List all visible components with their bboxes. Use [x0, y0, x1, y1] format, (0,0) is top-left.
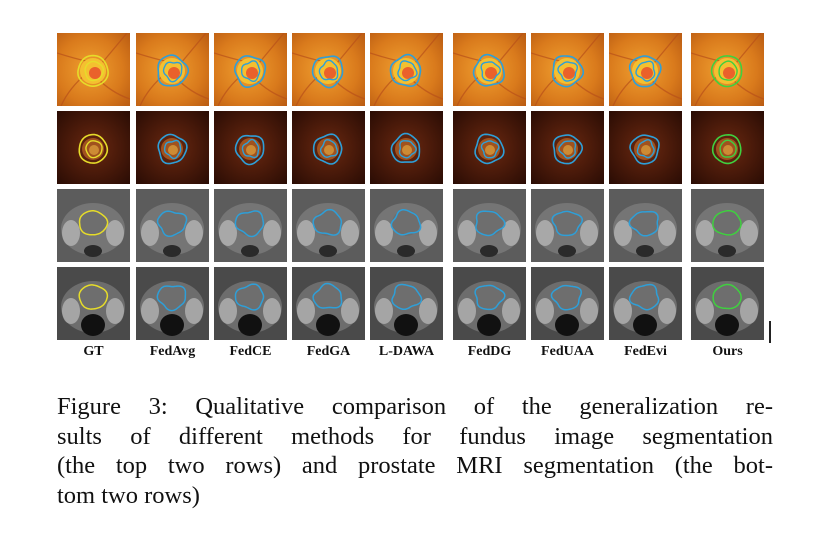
result-image: [370, 267, 443, 340]
result-image: [136, 189, 209, 262]
result-image: [292, 33, 365, 106]
column-label: FedAvg: [149, 344, 196, 359]
result-image: [691, 111, 764, 184]
result-image: [292, 189, 365, 262]
caption-line-3: (the top two rows) and prostate MRI segm…: [57, 452, 773, 479]
result-image: [453, 189, 526, 262]
result-image: [370, 33, 443, 106]
result-image: [453, 267, 526, 340]
result-image: [691, 189, 764, 262]
result-image: [370, 189, 443, 262]
figure-caption: Figure 3: Qualitative comparison of the …: [57, 392, 773, 510]
result-image: [453, 111, 526, 184]
column-label: L-DAWA: [378, 344, 435, 359]
result-image: [370, 111, 443, 184]
result-image: [609, 267, 682, 340]
result-image: [531, 111, 604, 184]
result-image: [609, 189, 682, 262]
result-image: [136, 33, 209, 106]
result-image: [292, 111, 365, 184]
caption-line-4: tom two rows): [57, 481, 200, 509]
result-image: [214, 189, 287, 262]
column-label: FedUAA: [541, 344, 594, 359]
result-image: [57, 111, 130, 184]
figure-panel: GT FedAvg FedCE FedGA L-DAWA FedDG FedUAA FedEv…: [57, 31, 773, 361]
result-image: [57, 267, 130, 340]
caption-line-1: Figure 3: Qualitative comparison of the …: [57, 393, 773, 420]
result-image: [292, 267, 365, 340]
column-label: FedGA: [306, 344, 351, 359]
column-label: FedEvi: [624, 344, 667, 359]
column-label: FedCE: [229, 344, 272, 359]
result-image: [609, 111, 682, 184]
column-label: Ours: [712, 344, 743, 359]
result-image: [691, 267, 764, 340]
result-image: [214, 33, 287, 106]
result-image: [136, 267, 209, 340]
result-image: [214, 111, 287, 184]
result-image: [531, 189, 604, 262]
result-image: [136, 111, 209, 184]
result-image: [57, 189, 130, 262]
result-image: [214, 267, 287, 340]
column-label: FedDG: [467, 344, 512, 359]
result-image: [609, 33, 682, 106]
result-image: [531, 267, 604, 340]
column-divider-mark: [769, 321, 771, 343]
caption-line-2: sults of different methods for fundus im…: [57, 422, 773, 450]
result-image: [691, 33, 764, 106]
column-label: GT: [83, 344, 104, 359]
result-image: [531, 33, 604, 106]
result-image: [57, 33, 130, 106]
result-image: [453, 33, 526, 106]
